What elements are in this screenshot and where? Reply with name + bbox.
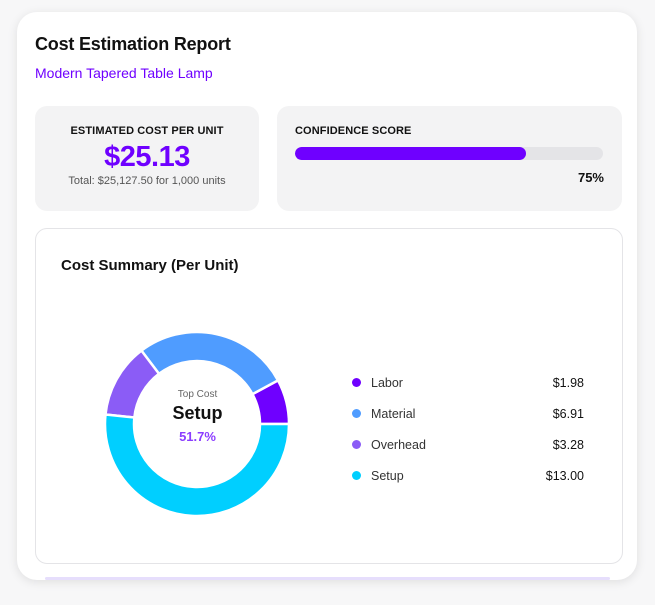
legend-value: $6.91 xyxy=(552,406,584,421)
donut-center: Top Cost Setup 51.7% xyxy=(136,389,259,444)
confidence-percent: 75% xyxy=(577,170,604,185)
legend-dot-icon xyxy=(352,378,361,387)
top-cost-caption: Top Cost xyxy=(177,389,218,400)
legend-item-material: Material $6.91 xyxy=(352,398,584,429)
cost-summary-title: Cost Summary (Per Unit) xyxy=(61,257,239,274)
cost-summary-card: Cost Summary (Per Unit) Top Cost Setup 5… xyxy=(35,228,623,564)
cost-per-unit-value: $25.13 xyxy=(104,141,190,173)
cost-per-unit-label: ESTIMATED COST PER UNIT xyxy=(70,125,224,137)
legend-value: $1.98 xyxy=(552,375,584,390)
total-cost: Total: $25,127.50 for 1,000 units xyxy=(68,175,226,187)
page-title: Cost Estimation Report xyxy=(35,34,231,54)
product-name: Modern Tapered Table Lamp xyxy=(35,65,213,81)
confidence-label: CONFIDENCE SCORE xyxy=(295,125,412,137)
legend-value: $3.28 xyxy=(552,437,584,452)
cost-per-unit-tile: ESTIMATED COST PER UNIT $25.13 Total: $2… xyxy=(35,106,259,211)
legend-item-labor: Labor $1.98 xyxy=(352,367,584,398)
legend-item-setup: Setup $13.00 xyxy=(352,460,584,491)
donut-chart xyxy=(103,330,291,518)
confidence-tile: CONFIDENCE SCORE 75% xyxy=(277,106,622,211)
legend-item-overhead: Overhead $3.28 xyxy=(352,429,584,460)
legend-label: Material xyxy=(371,406,416,421)
legend-label: Labor xyxy=(371,375,403,390)
legend-dot-icon xyxy=(352,440,361,449)
legend-dot-icon xyxy=(352,471,361,480)
top-cost-name: Setup xyxy=(172,403,223,423)
confidence-bar-fill xyxy=(295,147,526,160)
donut-segment-setup[interactable] xyxy=(103,413,291,518)
donut-segment-material[interactable] xyxy=(139,330,280,396)
legend-dot-icon xyxy=(352,409,361,418)
legend-label: Setup xyxy=(371,468,404,483)
legend: Labor $1.98 Material $6.91 Overhead $3.28 Setu… xyxy=(352,367,584,491)
legend-label: Overhead xyxy=(371,437,426,452)
confidence-bar xyxy=(295,147,603,160)
top-cost-share: 51.7% xyxy=(179,429,216,444)
accent-divider xyxy=(45,577,610,580)
legend-value: $13.00 xyxy=(545,468,584,483)
